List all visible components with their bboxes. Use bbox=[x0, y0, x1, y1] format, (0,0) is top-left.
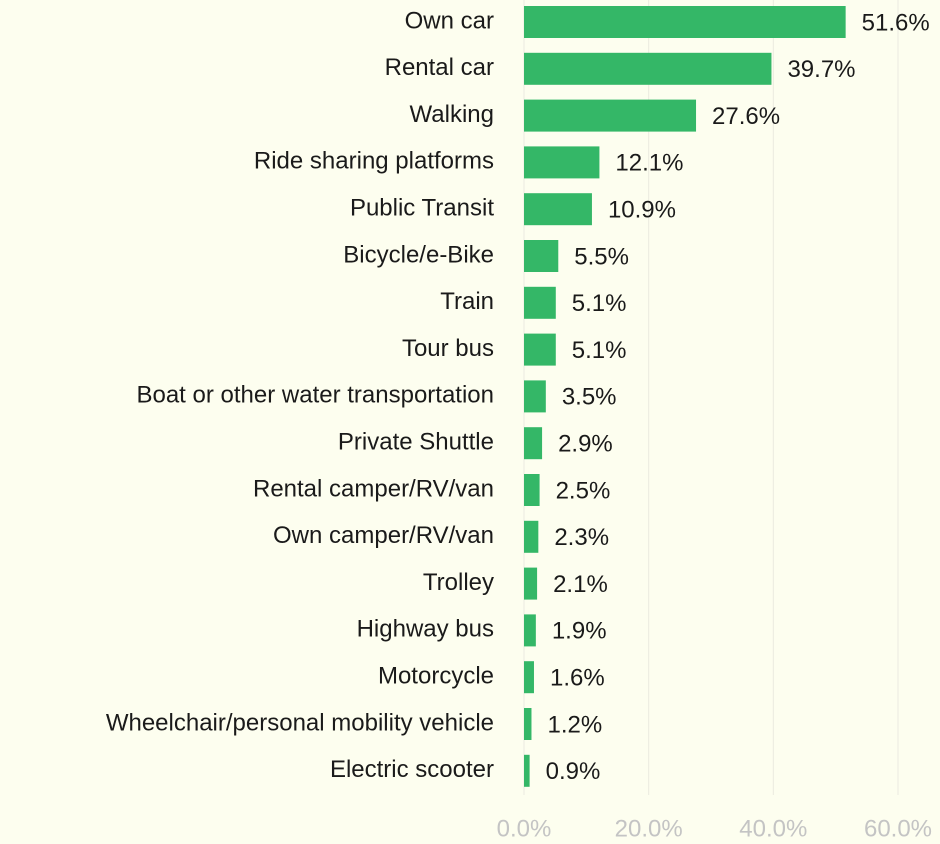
bar bbox=[524, 708, 532, 740]
y-tick-label: Walking bbox=[410, 101, 494, 128]
value-label: 2.9% bbox=[558, 431, 613, 458]
bar bbox=[524, 240, 559, 272]
y-tick-label: Wheelchair/personal mobility vehicle bbox=[106, 709, 494, 736]
x-tick-label: 20.0% bbox=[615, 815, 683, 842]
y-tick-label: Private Shuttle bbox=[338, 429, 494, 456]
y-tick-label: Trolley bbox=[423, 569, 494, 596]
y-tick-label: Own car bbox=[405, 7, 494, 34]
y-tick-label: Bicycle/e-Bike bbox=[343, 241, 494, 268]
value-label: 5.1% bbox=[572, 337, 627, 364]
bar bbox=[524, 380, 546, 413]
value-label: 1.2% bbox=[547, 711, 602, 738]
bar bbox=[524, 427, 543, 460]
value-label: 2.3% bbox=[554, 524, 609, 551]
x-tick-label: 60.0% bbox=[864, 815, 932, 842]
value-label: 1.9% bbox=[552, 618, 607, 645]
bar bbox=[524, 99, 697, 132]
y-tick-label: Tour bus bbox=[402, 335, 494, 362]
bar bbox=[524, 520, 539, 553]
value-label: 5.1% bbox=[572, 290, 627, 317]
value-label: 2.1% bbox=[553, 571, 608, 598]
value-label: 51.6% bbox=[862, 9, 930, 36]
value-label: 12.1% bbox=[615, 150, 683, 177]
y-tick-label: Electric scooter bbox=[330, 756, 494, 783]
y-tick-label: Rental car bbox=[385, 54, 494, 81]
x-tick-label: 0.0% bbox=[497, 815, 552, 842]
bar bbox=[524, 474, 540, 506]
value-label: 1.6% bbox=[550, 665, 605, 692]
bar bbox=[524, 52, 772, 85]
bar bbox=[524, 567, 538, 600]
x-tick-label: 40.0% bbox=[739, 815, 807, 842]
bar bbox=[524, 286, 556, 319]
bar bbox=[524, 333, 556, 366]
value-label: 5.5% bbox=[574, 243, 629, 270]
value-label: 2.5% bbox=[556, 477, 611, 504]
bar bbox=[524, 614, 536, 647]
y-tick-label: Own camper/RV/van bbox=[273, 522, 494, 549]
value-label: 27.6% bbox=[712, 103, 780, 130]
bar bbox=[524, 193, 592, 226]
y-tick-label: Motorcycle bbox=[378, 663, 494, 690]
value-label: 39.7% bbox=[787, 56, 855, 83]
bar bbox=[524, 146, 600, 179]
y-tick-label: Boat or other water transportation bbox=[136, 382, 494, 409]
y-tick-label: Highway bus bbox=[357, 616, 494, 643]
bar bbox=[524, 661, 534, 694]
y-tick-label: Public Transit bbox=[350, 195, 494, 222]
value-label: 3.5% bbox=[562, 384, 617, 411]
y-tick-label: Rental camper/RV/van bbox=[253, 475, 494, 502]
bar bbox=[524, 6, 846, 38]
y-tick-label: Ride sharing platforms bbox=[254, 148, 494, 175]
bar bbox=[524, 754, 530, 787]
value-label: 10.9% bbox=[608, 197, 676, 224]
y-tick-label: Train bbox=[440, 288, 494, 315]
value-label: 0.9% bbox=[546, 758, 601, 785]
